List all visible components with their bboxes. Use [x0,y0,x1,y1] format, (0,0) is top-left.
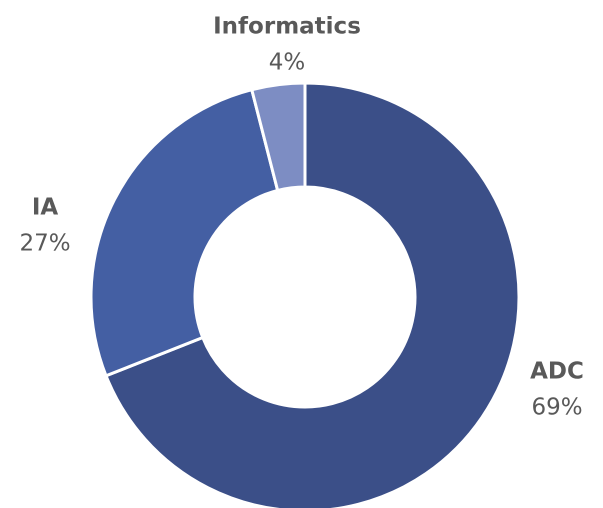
value-label: 27% [19,231,70,257]
category-label: Informatics [213,14,361,40]
value-label: 69% [531,395,582,421]
donut-segment [104,81,521,508]
value-label: 4% [269,50,306,76]
donut-segment [89,87,280,378]
category-label: IA [32,195,59,221]
category-label: ADC [530,359,584,385]
donut-segment [249,81,307,193]
